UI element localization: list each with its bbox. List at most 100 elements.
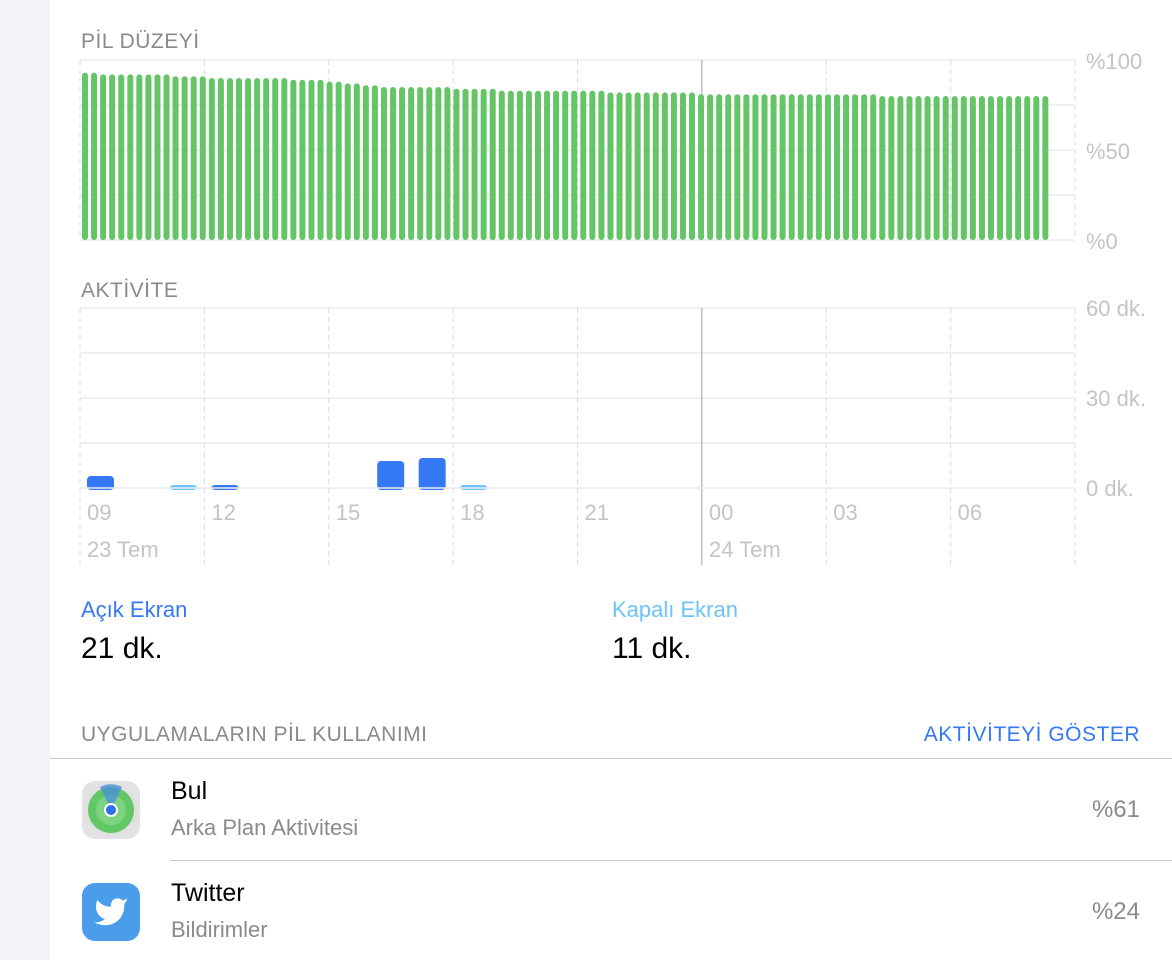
app-percent: %24 <box>1091 898 1140 925</box>
battery-bar <box>788 94 795 240</box>
battery-bar <box>199 76 206 240</box>
battery-bar <box>725 94 732 240</box>
battery-bar <box>815 94 822 240</box>
battery-bar <box>716 94 723 240</box>
x-tick: 21 <box>584 500 609 525</box>
battery-bar <box>371 85 378 240</box>
battery-bar <box>453 88 460 240</box>
battery-bar <box>426 87 433 240</box>
battery-bar <box>616 92 623 241</box>
battery-bar <box>843 94 850 240</box>
screen-on-value: 21 dk. <box>81 632 163 665</box>
battery-bar <box>190 76 197 240</box>
battery-bar <box>879 96 886 240</box>
app-detail: Bildirimler <box>171 917 268 942</box>
battery-bar <box>852 94 859 240</box>
battery-bar <box>924 96 931 240</box>
battery-bar <box>489 88 496 240</box>
battery-bar <box>399 87 406 240</box>
activity-title: AKTİVİTE <box>81 279 179 302</box>
activity-bar <box>87 476 114 490</box>
battery-bar <box>689 92 696 241</box>
app-row-twitter[interactable] <box>50 861 1172 960</box>
battery-bar <box>163 74 170 241</box>
battery-bar <box>118 74 125 241</box>
app-detail: Arka Plan Aktivitesi <box>171 815 359 840</box>
battery-bar <box>797 94 804 240</box>
battery-bar <box>462 88 469 240</box>
battery-bar <box>824 94 831 240</box>
battery-bar <box>326 81 333 240</box>
battery-bar <box>652 92 659 241</box>
battery-bar <box>679 92 686 241</box>
battery-bar <box>743 94 750 240</box>
battery-bar <box>598 90 605 240</box>
battery-bar <box>888 96 895 240</box>
battery-bar <box>915 96 922 240</box>
date-label: 23 Tem <box>87 537 159 562</box>
app-row-bul[interactable] <box>50 759 1172 860</box>
y-tick: %50 <box>1086 139 1131 164</box>
y-tick: 0 dk. <box>1086 476 1134 501</box>
battery-bar <box>562 90 569 240</box>
battery-bar <box>272 78 279 240</box>
battery-bar <box>1042 96 1049 240</box>
battery-bar <box>752 94 759 240</box>
date-label: 24 Tem <box>709 537 781 562</box>
battery-bar <box>535 90 541 240</box>
battery-bar <box>154 74 161 241</box>
battery-bar <box>181 76 188 240</box>
y-tick: 60 dk. <box>1086 296 1146 321</box>
battery-bar <box>390 87 397 240</box>
battery-bar <box>317 79 324 240</box>
app-name: Bul <box>171 777 208 805</box>
battery-bar <box>498 90 505 240</box>
battery-bar <box>145 74 152 241</box>
battery-bar <box>670 92 677 241</box>
battery-bar <box>172 76 179 240</box>
battery-bar <box>344 83 351 241</box>
battery-bar <box>734 94 741 240</box>
battery-bar <box>969 96 976 240</box>
battery-bar <box>1024 96 1031 240</box>
battery-bar <box>997 96 1004 240</box>
charts <box>79 59 1076 565</box>
app-usage-title: UYGULAMALARIN PİL KULLANIMI <box>81 723 428 746</box>
battery-bar <box>634 92 641 241</box>
battery-bar <box>960 96 967 240</box>
battery-bar <box>978 96 985 240</box>
y-tick: %0 <box>1086 229 1118 254</box>
x-tick: 12 <box>211 500 236 525</box>
battery-bar <box>263 78 270 240</box>
battery-bar <box>1015 96 1022 240</box>
battery-bar <box>245 78 252 240</box>
screen-off-label: Kapalı Ekran <box>612 597 738 622</box>
app-percent: %61 <box>1091 796 1140 823</box>
find-my-icon <box>82 781 140 839</box>
activity-bar <box>418 458 446 490</box>
x-tick: 03 <box>833 500 858 525</box>
app-name: Twitter <box>171 879 245 907</box>
battery-level-title: PİL DÜZEYİ <box>81 30 200 53</box>
battery-bar <box>625 92 632 241</box>
screen-on-label: Açık Ekran <box>81 597 188 622</box>
battery-bar <box>770 94 777 240</box>
battery-bar <box>208 78 215 240</box>
battery-bar <box>707 94 714 240</box>
battery-bar <box>661 92 668 241</box>
battery-bar <box>226 78 233 240</box>
battery-bar <box>933 96 940 240</box>
battery-bar <box>362 85 369 240</box>
battery-bar <box>444 87 451 240</box>
battery-bar <box>417 87 424 240</box>
battery-bar <box>951 96 958 240</box>
battery-bar <box>281 78 288 240</box>
battery-bar <box>779 94 786 240</box>
show-activity-button[interactable]: AKTİVİTEYİ GÖSTER <box>923 723 1140 746</box>
battery-bar <box>1006 96 1013 240</box>
battery-bar <box>761 94 768 240</box>
x-tick: 00 <box>708 500 734 525</box>
battery-bar <box>353 83 360 241</box>
battery-bar <box>897 96 904 240</box>
y-tick: %100 <box>1086 49 1143 74</box>
